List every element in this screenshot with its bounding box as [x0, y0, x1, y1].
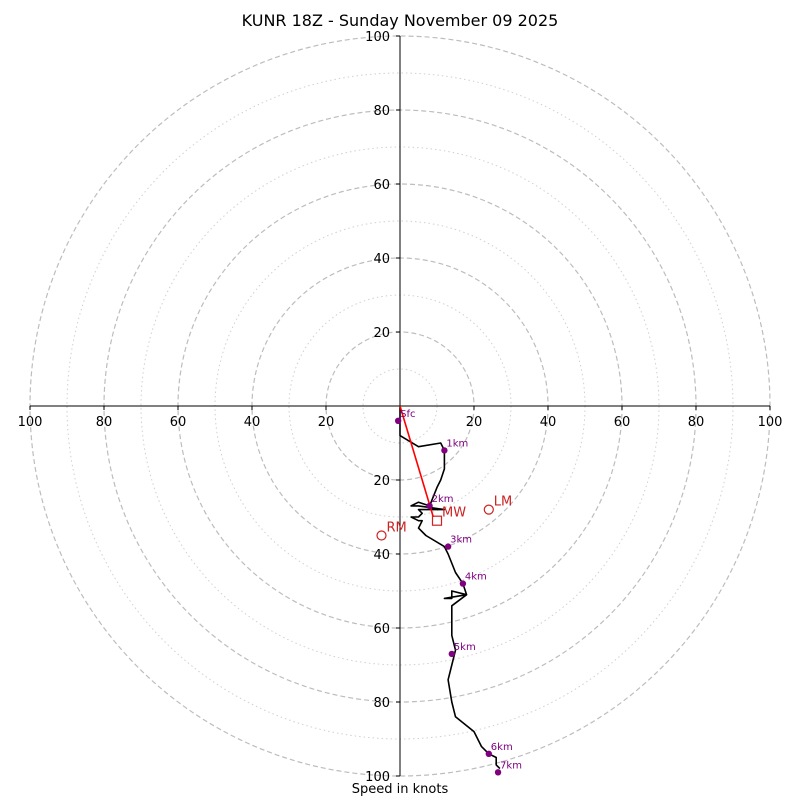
storm-motion-label-rm: RM [387, 521, 407, 536]
storm-motion-marker-lm [483, 504, 494, 515]
storm-motion-vector [399, 405, 435, 518]
height-marker-label: 1km [446, 438, 468, 449]
hodograph-line [399, 406, 501, 770]
x-tick-label: 100 [18, 415, 43, 430]
height-marker-point [394, 417, 402, 424]
y-tick-label: 80 [373, 104, 390, 119]
y-tick-label: 60 [373, 622, 390, 637]
height-marker-label: 4km [465, 572, 487, 583]
y-tick-label: 100 [365, 770, 390, 785]
y-tick-label: 40 [373, 548, 390, 563]
x-tick-label: 80 [96, 415, 113, 430]
height-marker-point [448, 650, 455, 658]
storm-motion-marker-rm [376, 530, 387, 541]
chart-title: KUNR 18Z - Sunday November 09 2025 [241, 11, 559, 30]
height-marker-point [494, 769, 502, 776]
height-marker-label: 2km [432, 494, 454, 505]
y-tick-label: 40 [373, 252, 390, 267]
height-marker-point [444, 543, 452, 550]
x-tick-label: 40 [540, 415, 557, 430]
x-axis-label: Speed in knots [351, 782, 449, 797]
y-tick-label: 20 [373, 474, 390, 489]
storm-motion-label-mw: MW [442, 506, 466, 521]
y-tick-label: 60 [373, 178, 390, 193]
height-marker-label: 3km [450, 535, 472, 546]
height-marker-point [459, 580, 467, 587]
y-tick-label: 80 [373, 696, 390, 711]
storm-motion-marker-mw [431, 515, 443, 526]
x-tick-label: 100 [758, 415, 783, 430]
height-marker-label: Sfc [400, 409, 415, 420]
height-marker-point [426, 502, 433, 510]
x-tick-label: 80 [688, 415, 705, 430]
y-tick-label: 100 [365, 30, 390, 45]
x-tick-label: 20 [466, 415, 483, 430]
x-tick-label: 40 [244, 415, 261, 430]
height-marker-point [485, 750, 492, 757]
y-tick-label: 20 [373, 326, 390, 341]
height-marker-label: 5km [454, 642, 476, 653]
x-tick-label: 60 [614, 415, 631, 430]
x-tick-label: 20 [318, 415, 335, 430]
storm-motion-label-lm: LM [494, 495, 512, 510]
height-marker-point [441, 447, 448, 454]
x-tick-label: 60 [170, 415, 187, 430]
height-marker-label: 7km [500, 760, 522, 771]
height-marker-label: 6km [491, 742, 513, 753]
